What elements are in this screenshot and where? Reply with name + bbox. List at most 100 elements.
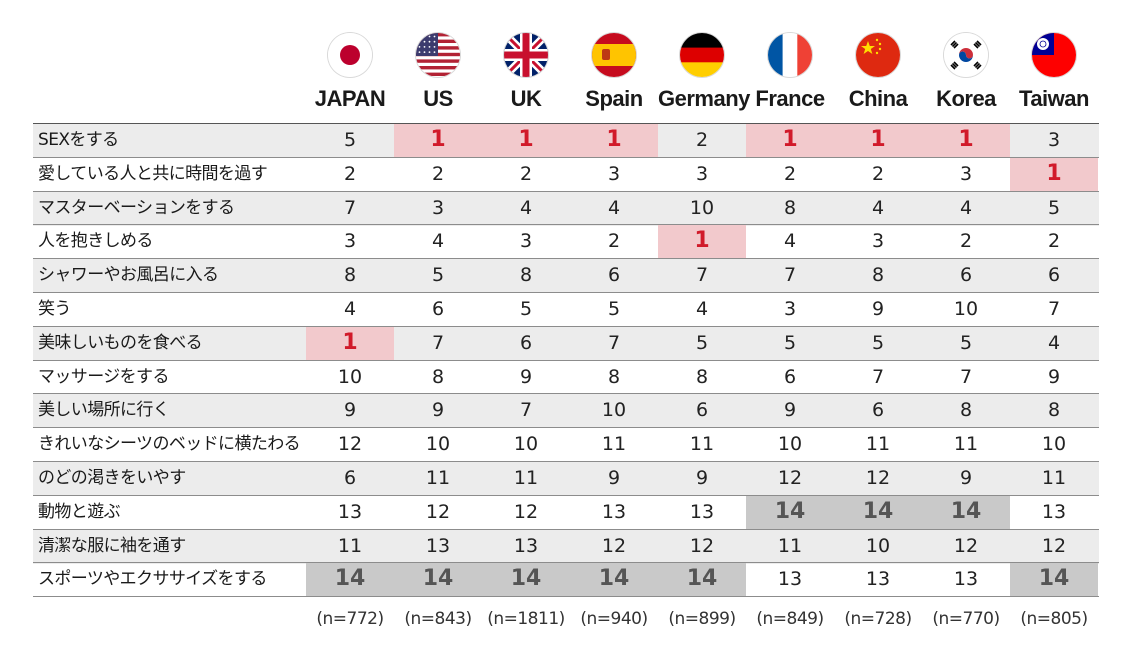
rank-cell: 7 xyxy=(607,331,621,354)
rank-cell: 2 xyxy=(959,230,973,253)
rank-cell: 13 xyxy=(953,568,979,591)
row-divider xyxy=(33,191,1099,192)
rank-cell: 14 xyxy=(570,563,658,597)
rank-cell: 10 xyxy=(865,534,891,557)
column-header: France xyxy=(755,86,825,111)
rank-cell: 6 xyxy=(607,264,621,287)
rank-cell: 3 xyxy=(431,196,445,219)
rank-cell: 4 xyxy=(343,298,357,320)
korea-flag-icon xyxy=(944,33,988,77)
rank-cell: 14 xyxy=(394,563,482,597)
rank-cell: 8 xyxy=(607,365,621,388)
row-label: 美しい場所に行く xyxy=(38,400,170,421)
rank-cell: 12 xyxy=(601,534,627,557)
rank-cell: 4 xyxy=(431,230,445,253)
rank-cell: 6 xyxy=(695,399,709,422)
rank-cell: 5 xyxy=(871,331,885,354)
taiwan-flag-icon xyxy=(1032,33,1076,77)
column-header: Taiwan xyxy=(1019,86,1089,111)
rank-cell: 6 xyxy=(959,264,973,287)
row-divider xyxy=(33,224,1099,225)
rank-cell: 5 xyxy=(1047,196,1061,219)
rank-cell: 2 xyxy=(431,162,445,185)
rank-cell: 9 xyxy=(695,467,709,489)
table-row xyxy=(33,529,1099,564)
table-row xyxy=(33,259,1099,294)
spain-flag-icon xyxy=(592,33,636,77)
sample-size-label: (n=940) xyxy=(580,609,648,629)
rank-cell: 9 xyxy=(871,298,885,320)
row-divider xyxy=(33,157,1099,158)
rank-cell: 8 xyxy=(959,399,973,422)
sample-size-label: (n=843) xyxy=(404,609,472,629)
rank-cell: 2 xyxy=(343,162,357,185)
rank-cell: 13 xyxy=(1041,500,1067,523)
row-divider xyxy=(33,529,1099,530)
rank-cell: 8 xyxy=(431,365,445,388)
rank-cell: 3 xyxy=(607,162,621,185)
rank-cell: 14 xyxy=(306,563,394,597)
rank-cell: 4 xyxy=(607,196,621,219)
table-row xyxy=(33,462,1099,496)
row-label: 人を抱きしめる xyxy=(38,231,153,252)
us-flag-icon xyxy=(416,33,460,77)
row-divider xyxy=(33,562,1099,563)
rank-cell: 14 xyxy=(482,563,570,597)
rank-cell: 6 xyxy=(871,399,885,422)
rank-cell: 4 xyxy=(1047,331,1061,354)
rank-cell: 7 xyxy=(871,365,885,388)
rank-cell: 5 xyxy=(783,331,797,354)
rank-cell: 4 xyxy=(959,196,973,219)
rank-cell: 1 xyxy=(570,124,658,157)
rank-cell: 4 xyxy=(695,298,709,320)
table-row xyxy=(33,191,1099,226)
rank-cell: 5 xyxy=(343,129,357,151)
sample-size-label: (n=899) xyxy=(668,609,736,629)
rank-cell: 10 xyxy=(1041,433,1067,456)
table-row xyxy=(33,326,1099,361)
sample-size-label: (n=805) xyxy=(1020,609,1088,629)
china-flag-icon xyxy=(856,33,900,77)
rank-cell: 12 xyxy=(513,500,539,523)
column-header: UK xyxy=(510,86,542,111)
rank-cell: 14 xyxy=(834,495,922,529)
rank-cell: 12 xyxy=(953,534,979,557)
row-divider xyxy=(33,596,1099,597)
row-label: 清潔な服に袖を通す xyxy=(38,535,186,556)
rank-cell: 13 xyxy=(689,500,715,523)
rank-cell: 10 xyxy=(953,298,979,320)
rank-cell: 8 xyxy=(783,196,797,219)
rank-cell: 1 xyxy=(482,124,570,157)
rank-cell: 10 xyxy=(601,399,627,422)
row-divider xyxy=(33,326,1099,327)
row-label: SEXをする xyxy=(38,130,119,150)
column-header: Germany xyxy=(658,86,750,111)
rank-cell: 13 xyxy=(865,568,891,591)
row-divider xyxy=(33,360,1099,361)
rank-cell: 5 xyxy=(519,298,533,320)
rank-cell: 1 xyxy=(746,124,834,157)
row-label: 笑う xyxy=(38,299,71,319)
rank-cell: 2 xyxy=(519,162,533,185)
rank-cell: 8 xyxy=(695,365,709,388)
rank-cell: 13 xyxy=(513,534,539,557)
rank-cell: 11 xyxy=(777,534,803,557)
column-header: Spain xyxy=(585,86,643,111)
rank-cell: 11 xyxy=(953,433,979,456)
rank-cell: 7 xyxy=(431,331,445,354)
rank-cell: 1 xyxy=(834,124,922,157)
rank-cell: 10 xyxy=(777,433,803,456)
rank-cell: 7 xyxy=(519,399,533,422)
rank-cell: 7 xyxy=(695,264,709,287)
row-label: スポーツやエクササイズをする xyxy=(38,569,267,590)
rank-cell: 2 xyxy=(695,129,709,151)
sample-size-label: (n=772) xyxy=(316,609,384,629)
rank-cell: 3 xyxy=(343,230,357,253)
rank-cell: 6 xyxy=(431,298,445,320)
rank-cell: 2 xyxy=(1047,230,1061,253)
row-divider xyxy=(33,393,1099,394)
row-label: きれいなシーツのベッドに横たわる xyxy=(38,434,301,455)
rank-cell: 5 xyxy=(431,264,445,287)
rank-cell: 8 xyxy=(519,264,533,287)
